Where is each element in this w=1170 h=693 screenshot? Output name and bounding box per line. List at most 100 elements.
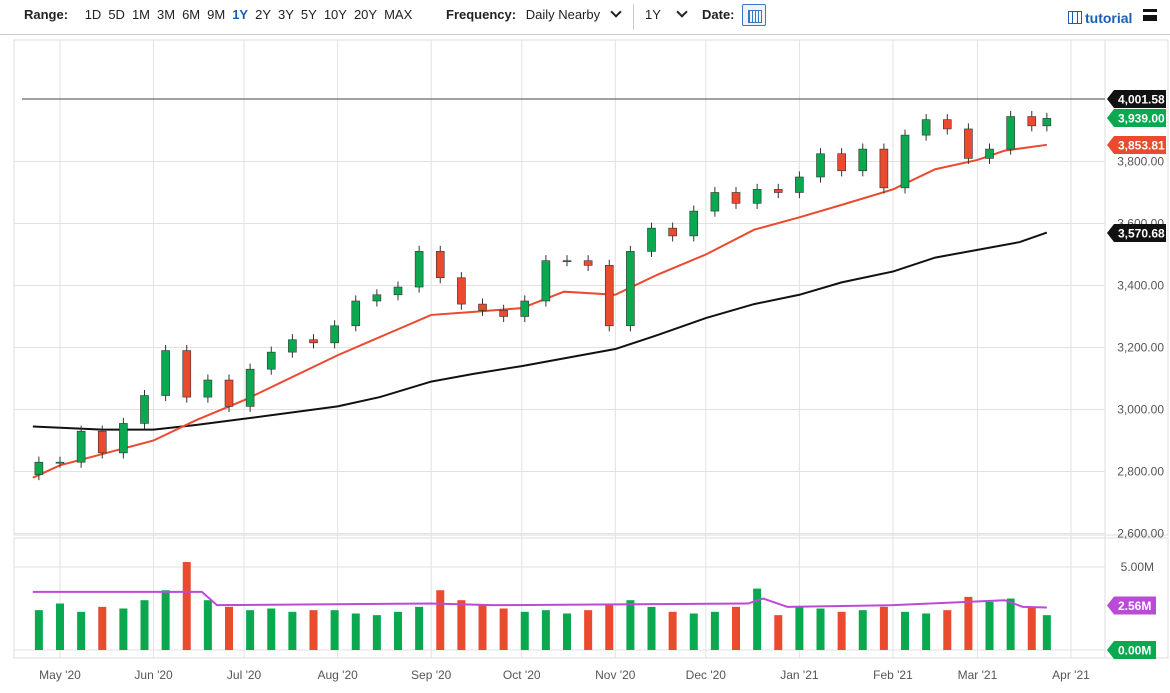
period-value[interactable]: 1Y xyxy=(645,7,661,22)
period-selector[interactable]: 1Y xyxy=(645,6,688,22)
tutorial-label: tutorial xyxy=(1085,10,1133,26)
candle[interactable] xyxy=(985,143,994,164)
frequency-selector[interactable]: Frequency: Daily Nearby xyxy=(446,6,622,22)
candle[interactable] xyxy=(119,417,128,459)
candle[interactable] xyxy=(97,425,107,459)
range-20y[interactable]: 20Y xyxy=(353,7,378,22)
tag-label: 4,001.58 xyxy=(1118,93,1165,107)
volume-bar xyxy=(182,562,191,650)
candle[interactable] xyxy=(1006,110,1015,155)
volume-bar xyxy=(774,615,783,650)
candle[interactable] xyxy=(393,281,403,301)
candle[interactable] xyxy=(583,255,593,271)
candle[interactable] xyxy=(710,186,720,217)
range-selector: Range: 1D 5D 1M 3M 6M 9M 1Y 2Y 3Y 5Y 10Y 20Y MAX xyxy=(24,7,426,22)
candle[interactable] xyxy=(288,334,297,358)
candle-body xyxy=(604,265,614,327)
range-max[interactable]: MAX xyxy=(384,7,413,22)
range-3m[interactable]: 3M xyxy=(157,7,176,22)
candle[interactable] xyxy=(942,114,952,135)
candle-body xyxy=(499,309,508,317)
tutorial-link[interactable]: tutorial xyxy=(1068,10,1132,26)
candle[interactable] xyxy=(203,374,213,403)
candle[interactable] xyxy=(921,114,931,141)
volume-bar xyxy=(943,610,952,650)
volume-bar xyxy=(225,606,234,650)
candle[interactable] xyxy=(457,272,466,310)
volume-bar xyxy=(563,613,572,650)
candle[interactable] xyxy=(647,222,656,257)
candle[interactable] xyxy=(245,363,255,412)
candle[interactable] xyxy=(1042,112,1052,132)
candle[interactable] xyxy=(34,456,44,481)
calendar-icon[interactable] xyxy=(742,4,766,26)
candle[interactable] xyxy=(266,346,276,375)
candle[interactable] xyxy=(140,389,149,430)
candle[interactable] xyxy=(478,298,487,316)
candle[interactable] xyxy=(626,245,635,332)
candle[interactable] xyxy=(309,334,318,349)
price-tick-label: 3,400.00 xyxy=(1117,278,1164,292)
range-5y[interactable]: 5Y xyxy=(300,7,317,22)
candle[interactable] xyxy=(351,295,361,332)
candle[interactable] xyxy=(604,259,614,332)
candle[interactable] xyxy=(414,245,424,293)
candle[interactable] xyxy=(1027,110,1037,132)
volume-bar xyxy=(816,608,825,650)
candle[interactable] xyxy=(816,148,825,183)
frequency-value[interactable]: Daily Nearby xyxy=(525,7,601,22)
candle-body xyxy=(478,303,487,311)
range-6m[interactable]: 6M xyxy=(182,7,201,22)
range-1d[interactable]: 1D xyxy=(84,7,102,22)
candle[interactable] xyxy=(562,255,572,267)
candle[interactable] xyxy=(499,304,508,323)
range-3y[interactable]: 3Y xyxy=(278,7,294,22)
volume-tag: 2.56M xyxy=(1107,596,1156,615)
candle[interactable] xyxy=(55,456,65,468)
volume-bar xyxy=(351,613,360,650)
candle[interactable] xyxy=(161,345,170,402)
range-10y[interactable]: 10Y xyxy=(323,7,347,22)
candle[interactable] xyxy=(520,295,530,323)
volume-bar xyxy=(626,600,635,650)
candle[interactable] xyxy=(668,222,677,242)
candle[interactable] xyxy=(541,255,551,307)
candle[interactable] xyxy=(964,123,973,164)
candle[interactable] xyxy=(879,143,889,194)
candle[interactable] xyxy=(76,425,86,468)
ma-50-line xyxy=(32,143,1047,479)
range-1y[interactable]: 1Y xyxy=(232,7,249,22)
candle[interactable] xyxy=(773,183,783,199)
candle[interactable] xyxy=(330,320,339,349)
volume-bar xyxy=(922,613,931,650)
candle[interactable] xyxy=(858,143,868,177)
volume-tag: 0.00M xyxy=(1107,641,1156,659)
candle[interactable] xyxy=(689,205,699,242)
volume-bar xyxy=(964,596,973,650)
ma-200-line xyxy=(32,231,1048,431)
range-5d[interactable]: 5D xyxy=(108,7,125,22)
menu-icon[interactable] xyxy=(1143,9,1157,21)
candle[interactable] xyxy=(795,171,804,199)
candle-body xyxy=(288,339,297,353)
candle-body xyxy=(1006,116,1015,150)
candle[interactable] xyxy=(435,245,445,284)
film-icon xyxy=(1068,11,1082,24)
volume-bar xyxy=(415,606,424,650)
candle[interactable] xyxy=(752,183,762,209)
candle[interactable] xyxy=(731,186,741,209)
range-9m[interactable]: 9M xyxy=(207,7,226,22)
range-1m[interactable]: 1M xyxy=(131,7,150,22)
volume-bar xyxy=(267,608,276,650)
candle[interactable] xyxy=(837,148,846,177)
volume-bar xyxy=(541,610,550,650)
range-2y[interactable]: 2Y xyxy=(255,7,271,22)
candle[interactable] xyxy=(900,129,910,194)
candle[interactable] xyxy=(372,289,382,307)
candle[interactable] xyxy=(182,345,192,403)
candle[interactable] xyxy=(224,374,234,412)
volume-bar xyxy=(584,610,593,650)
candle-body xyxy=(942,119,952,130)
volume-bar xyxy=(710,611,719,650)
